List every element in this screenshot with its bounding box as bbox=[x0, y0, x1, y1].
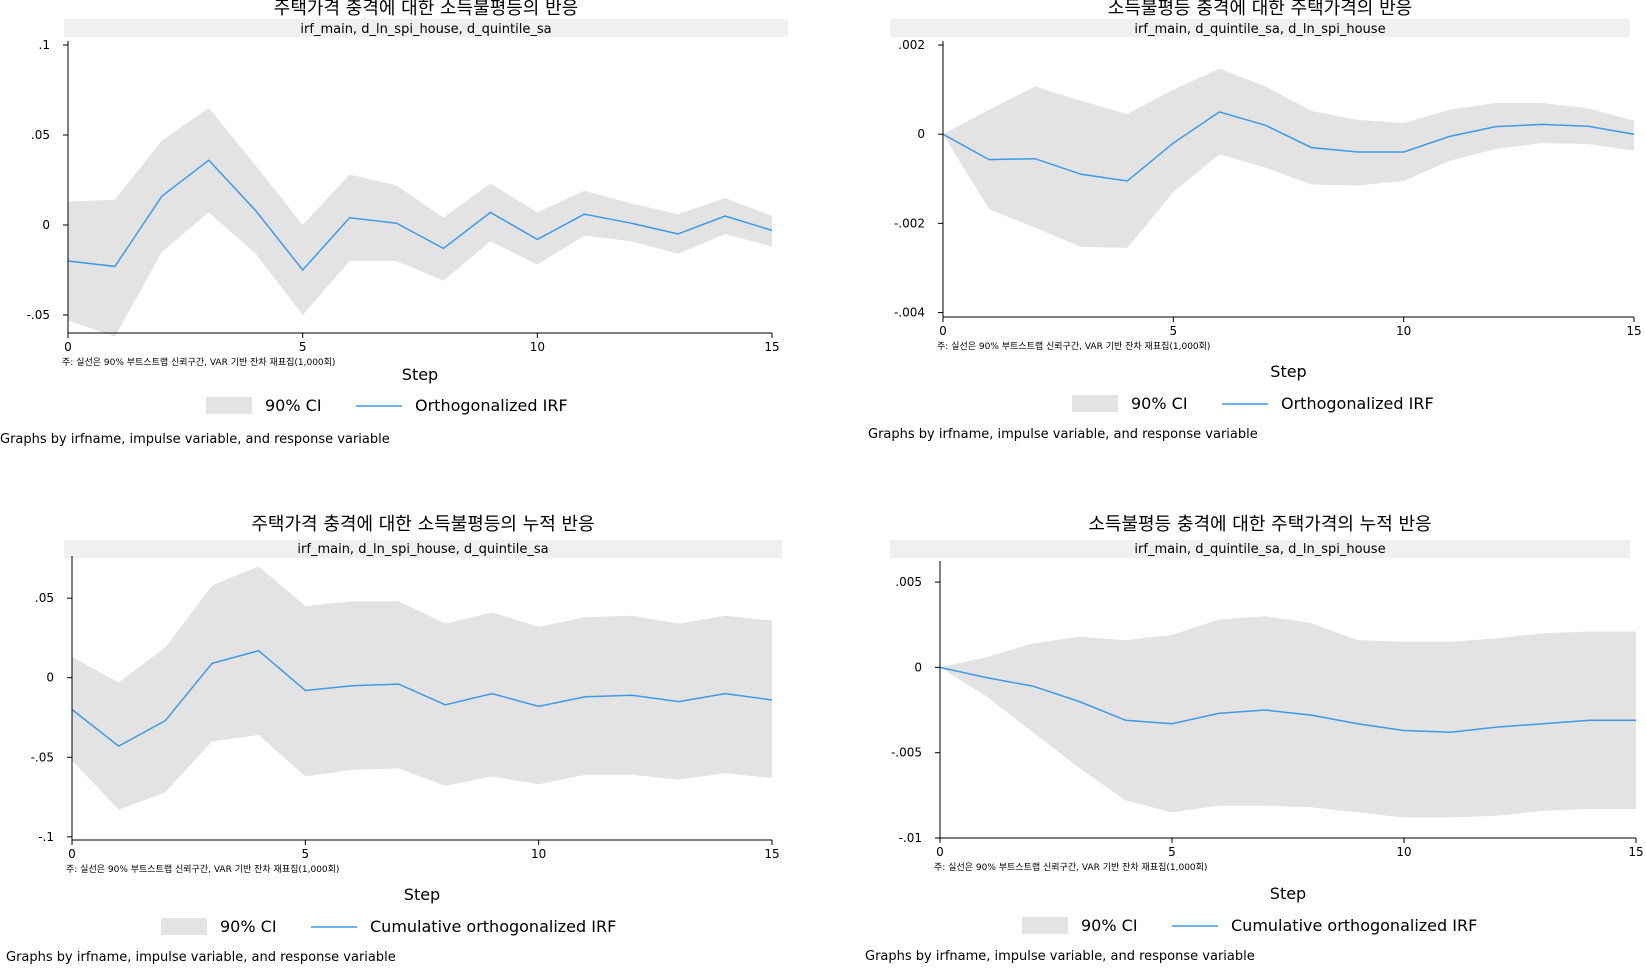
chart-title: 소득불평등 충격에 대한 주택가격의 누적 반응 bbox=[1088, 514, 1431, 535]
ci-band bbox=[72, 566, 772, 810]
legend-ci-label: 90% CI bbox=[1081, 916, 1138, 935]
legend-ci-swatch bbox=[206, 397, 252, 414]
ci-band bbox=[68, 108, 772, 337]
y-tick-label: -.002 bbox=[894, 216, 925, 230]
x-axis-label: Step bbox=[402, 365, 438, 384]
x-tick-label: 0 bbox=[939, 324, 947, 338]
subtitle-band bbox=[64, 540, 782, 558]
legend-ci-label: 90% CI bbox=[220, 917, 277, 936]
x-tick-label: 5 bbox=[299, 340, 307, 354]
x-axis-label: Step bbox=[1270, 884, 1306, 903]
note-text: 주: 실선은 90% 부트스트랩 신뢰구간, VAR 기반 잔차 재표집(1,0… bbox=[937, 340, 1210, 352]
y-tick-label: 0 bbox=[917, 127, 925, 141]
legend-ci-label: 90% CI bbox=[1131, 394, 1188, 413]
y-tick-label: .05 bbox=[31, 128, 50, 142]
chart-subtitle: irf_main, d_quintile_sa, d_ln_spi_house bbox=[1134, 542, 1385, 557]
y-tick-label: 0 bbox=[914, 660, 922, 674]
x-tick-label: 15 bbox=[1628, 845, 1643, 859]
note-text: 주: 실선은 90% 부트스트랩 신뢰구간, VAR 기반 잔차 재표집(1,0… bbox=[934, 861, 1207, 873]
note-text: 주: 실선은 90% 부트스트랩 신뢰구간, VAR 기반 잔차 재표집(1,0… bbox=[62, 356, 335, 368]
note-text: 주: 실선은 90% 부트스트랩 신뢰구간, VAR 기반 잔차 재표집(1,0… bbox=[66, 863, 339, 875]
x-tick-label: 10 bbox=[531, 847, 546, 861]
y-tick-label: 0 bbox=[42, 218, 50, 232]
x-tick-label: 5 bbox=[302, 847, 310, 861]
y-tick-label: -.05 bbox=[27, 308, 50, 322]
y-tick-label: .1 bbox=[39, 38, 50, 52]
y-tick-label: 0 bbox=[46, 671, 54, 685]
x-tick-label: 5 bbox=[1168, 845, 1176, 859]
graphs-by-note: Graphs by irfname, impulse variable, and… bbox=[6, 950, 396, 965]
y-tick-label: -.05 bbox=[31, 750, 54, 764]
graphs-by-note: Graphs by irfname, impulse variable, and… bbox=[0, 432, 390, 447]
y-tick-label: -.005 bbox=[891, 746, 922, 760]
legend-ci-swatch bbox=[1022, 917, 1068, 934]
y-tick-label: .005 bbox=[895, 575, 922, 589]
subtitle-band bbox=[890, 540, 1630, 558]
subtitle-band bbox=[890, 19, 1630, 37]
chart-title: 소득불평등 충격에 대한 주택가격의 반응 bbox=[1108, 0, 1412, 19]
y-tick-label: .05 bbox=[35, 591, 54, 605]
x-tick-label: 0 bbox=[936, 845, 944, 859]
irf-line bbox=[71, 649, 773, 747]
irf-line bbox=[939, 666, 1636, 733]
legend-irf-label: Cumulative orthogonalized IRF bbox=[1231, 916, 1477, 935]
chart-subtitle: irf_main, d_quintile_sa, d_ln_spi_house bbox=[1134, 22, 1385, 37]
chart-title: 주택가격 충격에 대한 소득불평등의 누적 반응 bbox=[251, 514, 594, 535]
x-axis-label: Step bbox=[1270, 362, 1306, 381]
x-tick-label: 15 bbox=[764, 340, 779, 354]
x-tick-label: 10 bbox=[530, 340, 545, 354]
y-tick-label: -.004 bbox=[894, 306, 925, 320]
legend-ci-label: 90% CI bbox=[265, 396, 322, 415]
legend-irf-label: Orthogonalized IRF bbox=[1281, 394, 1434, 413]
x-tick-label: 10 bbox=[1396, 324, 1411, 338]
ci-band bbox=[940, 616, 1636, 818]
irf-line bbox=[942, 111, 1635, 182]
x-tick-label: 15 bbox=[1626, 324, 1641, 338]
graphs-by-note: Graphs by irfname, impulse variable, and… bbox=[865, 949, 1255, 964]
y-tick-label: -.1 bbox=[38, 830, 54, 844]
x-tick-label: 5 bbox=[1170, 324, 1178, 338]
legend-irf-label: Orthogonalized IRF bbox=[415, 396, 568, 415]
ci-band bbox=[943, 68, 1634, 248]
y-tick-label: -.01 bbox=[899, 831, 922, 845]
subtitle-band bbox=[64, 19, 788, 37]
chart-subtitle: irf_main, d_ln_spi_house, d_quintile_sa bbox=[300, 22, 551, 37]
legend-irf-label: Cumulative orthogonalized IRF bbox=[370, 917, 616, 936]
x-axis-label: Step bbox=[404, 885, 440, 904]
x-tick-label: 0 bbox=[68, 847, 76, 861]
irf-line bbox=[67, 159, 773, 272]
graphs-by-note: Graphs by irfname, impulse variable, and… bbox=[868, 427, 1258, 442]
legend-ci-swatch bbox=[1072, 395, 1118, 412]
x-tick-label: 0 bbox=[64, 340, 72, 354]
y-tick-label: .002 bbox=[898, 38, 925, 52]
chart-subtitle: irf_main, d_ln_spi_house, d_quintile_sa bbox=[297, 542, 548, 557]
legend-ci-swatch bbox=[161, 918, 207, 935]
x-tick-label: 15 bbox=[764, 847, 779, 861]
x-tick-label: 10 bbox=[1396, 845, 1411, 859]
chart-title: 주택가격 충격에 대한 소득불평등의 반응 bbox=[274, 0, 578, 19]
